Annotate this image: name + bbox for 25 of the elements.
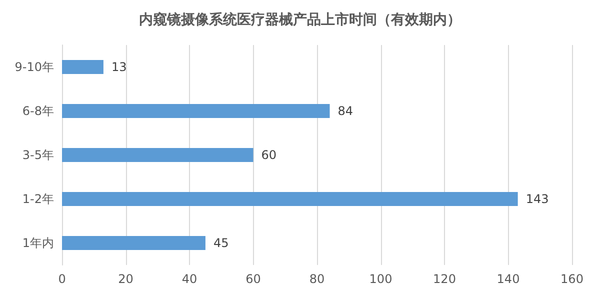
x-tick-label: 40 [182, 272, 198, 286]
data-label: 45 [213, 236, 229, 250]
y-tick-label: 3-5年 [22, 148, 54, 162]
x-tick-label: 140 [496, 272, 520, 286]
x-tick-label: 20 [118, 272, 134, 286]
bar [62, 192, 518, 206]
x-tick-label: 60 [246, 272, 261, 286]
x-tick-label: 120 [433, 272, 456, 286]
y-tick-label: 9-10年 [14, 60, 54, 74]
chart-title: 内窥镜摄像系统医疗器械产品上市时间（有效期内） [139, 11, 461, 28]
data-label: 143 [526, 192, 549, 206]
x-tick-label: 0 [58, 272, 66, 286]
x-tick-label: 100 [369, 272, 392, 286]
y-tick-label: 6-8年 [22, 104, 54, 118]
bar [62, 60, 104, 74]
bar [62, 148, 254, 162]
y-tick-label: 1-2年 [22, 192, 54, 206]
y-tick-label: 1年内 [22, 236, 54, 250]
data-label: 84 [338, 104, 354, 118]
data-label: 60 [261, 148, 277, 162]
bar [62, 236, 206, 250]
x-tick-label: 160 [560, 272, 584, 286]
data-label: 13 [111, 60, 127, 74]
x-tick-label: 80 [309, 272, 325, 286]
bar [62, 104, 330, 118]
